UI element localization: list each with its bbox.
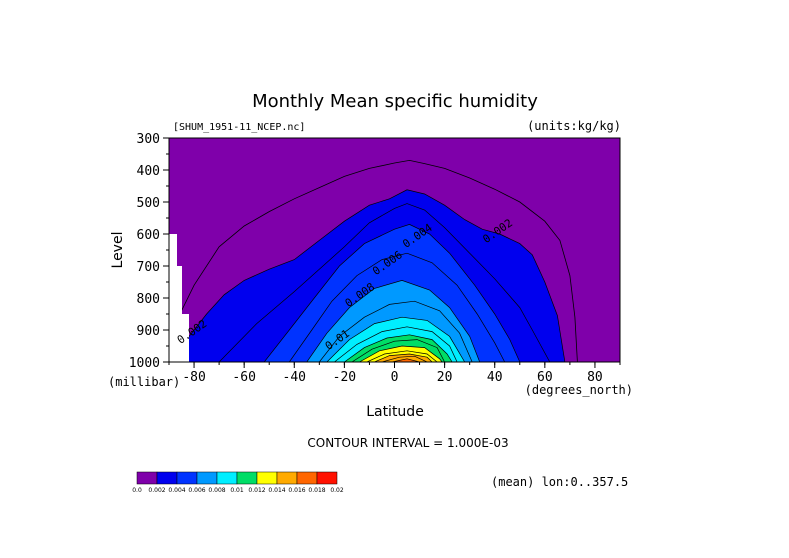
contour-line-12 bbox=[374, 353, 433, 362]
colorbar-swatch-1 bbox=[156, 471, 178, 485]
colorbar-swatch-7 bbox=[276, 471, 298, 485]
colorbar-label-5: 0.01 bbox=[230, 487, 244, 494]
x-tick-label-2: -40 bbox=[283, 370, 306, 385]
colorbar-swatch-8 bbox=[296, 471, 318, 485]
x-tick-label-3: -20 bbox=[333, 370, 356, 385]
chart-title: Monthly Mean specific humidity bbox=[252, 91, 538, 112]
contour-line-9 bbox=[351, 339, 445, 362]
contour-line-8 bbox=[344, 334, 453, 362]
contour-band-14 bbox=[392, 358, 420, 362]
y-axis-unit: (millibar) bbox=[108, 375, 180, 389]
y-tick-label-0: 300 bbox=[137, 132, 160, 147]
x-axis-label: Latitude bbox=[366, 404, 424, 420]
y-tick-label-3: 600 bbox=[137, 228, 160, 243]
colorbar-label-6: 0.012 bbox=[248, 487, 265, 494]
missing-data-1 bbox=[169, 234, 177, 266]
y-axis-label: Level bbox=[110, 232, 126, 269]
contour-line-3 bbox=[289, 252, 506, 362]
footer-text: (mean) lon:0..357.5 bbox=[491, 475, 628, 489]
missing-data-2 bbox=[169, 266, 182, 314]
contour-line-outer bbox=[181, 159, 578, 362]
x-tick-label-6: 40 bbox=[487, 370, 503, 385]
colorbar-swatch-0 bbox=[136, 471, 158, 485]
y-tick-label-2: 500 bbox=[137, 196, 160, 211]
colorbar-swatch-4 bbox=[216, 471, 238, 485]
colorbar-swatch-5 bbox=[236, 471, 258, 485]
x-tick-label-7: 60 bbox=[537, 370, 553, 385]
contour-line-13 bbox=[381, 355, 428, 362]
contour-line-11 bbox=[366, 350, 438, 362]
colorbar-swatch-3 bbox=[196, 471, 218, 485]
colorbar-label-2: 0.004 bbox=[168, 487, 185, 494]
colorbar-label-4: 0.008 bbox=[208, 487, 225, 494]
y-tick-label-5: 800 bbox=[137, 292, 160, 307]
colorbar-swatch-6 bbox=[256, 471, 278, 485]
contour-line-10 bbox=[359, 345, 443, 362]
x-axis: -80 -60 -40 -20 0 20 40 60 80 bbox=[168, 362, 621, 385]
x-tick-label-1: -60 bbox=[232, 370, 255, 385]
x-tick-label-5: 20 bbox=[437, 370, 453, 385]
colorbar-label-10: 0.02 bbox=[330, 487, 344, 494]
colorbar-swatch-2 bbox=[176, 471, 198, 485]
units-label: (units:kg/kg) bbox=[527, 119, 621, 133]
missing-data-3 bbox=[169, 314, 189, 362]
contour-line-1 bbox=[218, 203, 551, 362]
contour-line-7 bbox=[334, 326, 458, 362]
y-tick-label-7: 1000 bbox=[129, 356, 160, 371]
y-tick-label-1: 400 bbox=[137, 164, 160, 179]
file-label: [SHUM_1951-11_NCEP.nc] bbox=[173, 122, 305, 133]
y-axis: 300 400 500 600 700 800 900 1000 bbox=[129, 132, 169, 371]
y-tick-label-6: 900 bbox=[137, 324, 160, 339]
x-tick-label-0: -80 bbox=[182, 370, 205, 385]
contour-line-0 bbox=[169, 189, 566, 362]
colorbar-label-9: 0.018 bbox=[308, 487, 325, 494]
y-tick-label-4: 700 bbox=[137, 260, 160, 275]
contour-interval-text: CONTOUR INTERVAL = 1.000E-03 bbox=[307, 436, 508, 450]
colorbar: 0.0 0.002 0.004 0.006 0.008 0.01 0.012 0.014 0.0… bbox=[132, 471, 344, 494]
contour-line-6 bbox=[326, 316, 466, 362]
x-tick-label-4: 0 bbox=[391, 370, 399, 385]
colorbar-label-0: 0.0 bbox=[132, 487, 142, 494]
colorbar-label-7: 0.014 bbox=[268, 487, 285, 494]
contour-line-4 bbox=[306, 280, 481, 362]
contour-line-2 bbox=[263, 224, 521, 362]
colorbar-label-8: 0.016 bbox=[288, 487, 305, 494]
contour-line-5 bbox=[319, 300, 473, 362]
x-axis-unit: (degrees_north) bbox=[525, 383, 633, 397]
contour-line-14 bbox=[391, 358, 420, 362]
colorbar-swatch-9 bbox=[316, 471, 338, 485]
colorbar-label-3: 0.006 bbox=[188, 487, 205, 494]
x-tick-label-8: 80 bbox=[587, 370, 603, 385]
colorbar-label-1: 0.002 bbox=[148, 487, 165, 494]
